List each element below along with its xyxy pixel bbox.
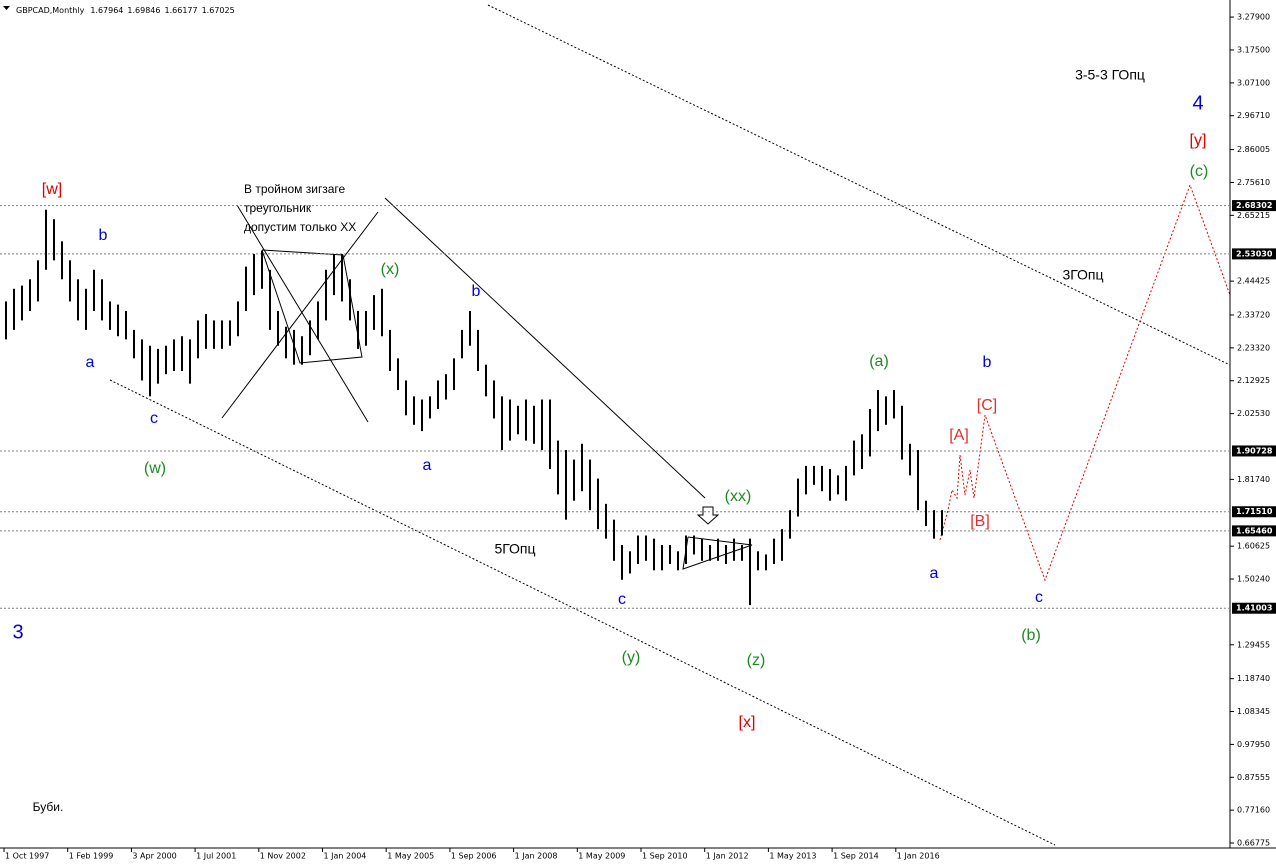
level-label-box — [1232, 200, 1276, 212]
wave-label: (b) — [1021, 627, 1041, 644]
y-tick-label: 3.27900 — [1237, 13, 1270, 22]
y-tick-label: 2.65215 — [1237, 211, 1270, 220]
wave-label: (c) — [1190, 163, 1209, 180]
triangle — [261, 249, 363, 364]
high: 1.69846 — [127, 6, 160, 15]
chart-header: GBPCAD,Monthly 1.67964 1.69846 1.66177 1.670… — [16, 6, 235, 15]
y-tick-label: 2.02530 — [1237, 409, 1270, 418]
y-tick-label: 2.12925 — [1237, 376, 1270, 385]
x-tick-label: 1 May 2013 — [769, 852, 816, 861]
y-tick-label: 1.29455 — [1237, 640, 1270, 649]
y-tick-label: 3.17500 — [1237, 45, 1270, 54]
annotation: треугольник — [244, 201, 312, 215]
x-tick-label: 3 Apr 2000 — [132, 852, 176, 861]
wave-label: 3ГОпц — [1062, 267, 1103, 283]
x-tick-label: 1 Oct 1997 — [5, 852, 49, 861]
level-label: 1.65460 — [1236, 526, 1273, 535]
y-tick-label: 0.97950 — [1237, 740, 1270, 749]
wave-label: (a) — [869, 353, 889, 370]
x-tick-label: 1 Sep 2006 — [451, 852, 497, 861]
y-tick-label: 1.18740 — [1237, 674, 1270, 683]
level-label: 1.41003 — [1236, 604, 1272, 613]
wave-label: Буби. — [33, 800, 64, 814]
y-tick-label: 0.77160 — [1237, 806, 1270, 815]
level-label: 2.68302 — [1236, 201, 1272, 210]
wave-label: [y] — [1190, 132, 1207, 149]
y-tick-label: 2.96710 — [1237, 111, 1270, 120]
channel-line — [109, 379, 1056, 846]
x-tick-label: 1 Jan 2004 — [324, 852, 367, 861]
x-tick-label: 1 Jan 2016 — [897, 852, 940, 861]
wave-label: (x) — [381, 261, 400, 278]
level-label-box — [1232, 506, 1276, 518]
y-tick-label: 2.75610 — [1237, 178, 1270, 187]
wave-label: b — [472, 283, 481, 300]
forecast-path — [939, 183, 1231, 582]
wave-label: [B] — [970, 513, 990, 530]
wave-label: a — [86, 354, 95, 371]
menu-marker — [3, 6, 10, 10]
wave-label: 3-5-3 ГОпц — [1075, 67, 1145, 83]
y-tick-label: 2.44425 — [1237, 277, 1270, 286]
wave-label: 4 — [1192, 92, 1203, 114]
wave-label: c — [618, 591, 626, 608]
x-tick-label: 1 May 2005 — [387, 852, 434, 861]
wave-label: a — [930, 565, 939, 582]
open: 1.67964 — [90, 6, 123, 15]
wave-label: [w] — [42, 181, 62, 198]
x-tick-label: 1 Feb 1999 — [69, 852, 114, 861]
y-tick-label: 2.23320 — [1237, 343, 1270, 352]
y-tick-label: 1.60625 — [1237, 542, 1270, 551]
level-label: 1.71510 — [1236, 507, 1273, 516]
x-tick-label: 1 Sep 2010 — [642, 852, 688, 861]
wave-label: c — [150, 410, 158, 427]
annotation: В тройном зигзаге — [244, 182, 346, 196]
wave-label: (y) — [622, 649, 641, 666]
wave-label: b — [99, 227, 108, 244]
trend-line — [236, 204, 369, 423]
y-tick-label: 2.33720 — [1237, 310, 1270, 319]
wave-label: (xx) — [725, 488, 752, 505]
wave-label: (w) — [144, 460, 166, 477]
wave-label: 3 — [12, 621, 23, 643]
x-tick-label: 1 Jan 2008 — [515, 852, 558, 861]
x-tick-label: 1 Sep 2014 — [833, 852, 879, 861]
level-label: 2.53030 — [1236, 249, 1273, 258]
x-tick-label: 1 Jan 2012 — [706, 852, 749, 861]
y-tick-label: 3.07100 — [1237, 78, 1270, 87]
low: 1.66177 — [165, 6, 198, 15]
wave-label: [C] — [977, 397, 997, 414]
x-tick-label: 1 Jul 2001 — [196, 852, 236, 861]
symbol: GBPCAD,Monthly — [16, 6, 85, 15]
level-label-box — [1232, 445, 1276, 457]
annotation: допустим только XX — [244, 220, 356, 234]
wave-label: [A] — [949, 427, 969, 444]
trend-line — [221, 211, 379, 419]
x-tick-label: 1 Nov 2002 — [260, 852, 306, 861]
channel-line — [487, 4, 1231, 366]
wave-label: [x] — [739, 714, 756, 731]
level-label: 1.90728 — [1236, 446, 1273, 455]
level-label-box — [1232, 248, 1276, 260]
level-label-box — [1232, 525, 1276, 537]
wave-label: 5ГОпц — [494, 541, 535, 557]
wave-label: c — [1035, 589, 1043, 606]
trend-line — [384, 197, 706, 499]
y-tick-label: 1.81740 — [1237, 475, 1270, 484]
level-label-box — [1232, 602, 1276, 614]
wave-label: (z) — [747, 652, 766, 669]
y-tick-label: 1.50240 — [1237, 575, 1270, 584]
wave-label: a — [423, 457, 432, 474]
x-tick-label: 1 May 2009 — [578, 852, 625, 861]
y-tick-label: 1.08345 — [1237, 707, 1270, 716]
close: 1.67025 — [202, 6, 235, 15]
wave-label: b — [983, 354, 992, 371]
y-tick-label: 0.66775 — [1237, 839, 1270, 848]
y-tick-label: 2.86005 — [1237, 145, 1270, 154]
y-tick-label: 0.87555 — [1237, 773, 1270, 782]
